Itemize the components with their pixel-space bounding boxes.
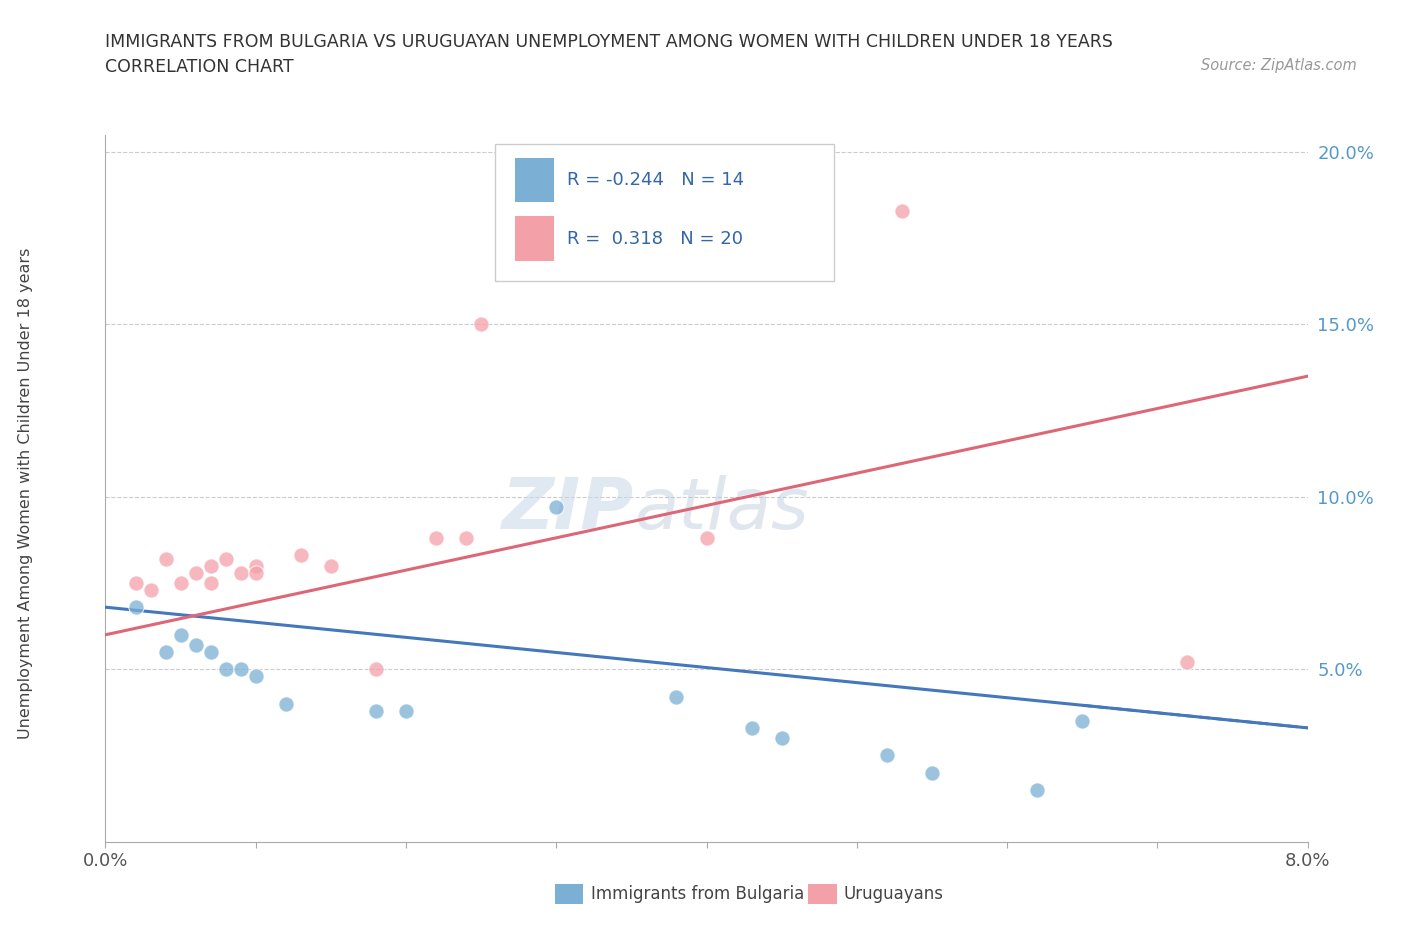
Point — [319, 558, 342, 573]
Text: Immigrants from Bulgaria: Immigrants from Bulgaria — [591, 884, 804, 903]
Point — [470, 317, 492, 332]
Point — [274, 697, 297, 711]
Point — [245, 565, 267, 580]
Point — [214, 662, 236, 677]
Text: CORRELATION CHART: CORRELATION CHART — [105, 58, 294, 75]
Point — [124, 576, 146, 591]
Point — [1175, 655, 1198, 670]
Point — [364, 662, 387, 677]
Text: R = -0.244   N = 14: R = -0.244 N = 14 — [567, 171, 744, 189]
Point — [364, 703, 387, 718]
Point — [214, 551, 236, 566]
Point — [876, 748, 898, 763]
Point — [741, 721, 763, 736]
Point — [155, 551, 177, 566]
Text: atlas: atlas — [634, 475, 808, 544]
Text: Source: ZipAtlas.com: Source: ZipAtlas.com — [1201, 58, 1357, 73]
Point — [184, 638, 207, 653]
Point — [454, 531, 477, 546]
Point — [169, 576, 191, 591]
Point — [890, 204, 912, 219]
Point — [139, 582, 162, 597]
Point — [155, 644, 177, 659]
Text: ZIP: ZIP — [502, 475, 634, 544]
Point — [921, 765, 943, 780]
Point — [184, 565, 207, 580]
Point — [200, 644, 222, 659]
Point — [245, 669, 267, 684]
Point — [1071, 713, 1094, 728]
Point — [200, 576, 222, 591]
Point — [696, 531, 718, 546]
Point — [245, 558, 267, 573]
Point — [425, 531, 447, 546]
Text: Unemployment Among Women with Children Under 18 years: Unemployment Among Women with Children U… — [18, 247, 32, 738]
Point — [546, 499, 568, 514]
Point — [290, 548, 312, 563]
Point — [229, 662, 252, 677]
Point — [770, 731, 793, 746]
Point — [395, 703, 418, 718]
Point — [229, 565, 252, 580]
Text: R =  0.318   N = 20: R = 0.318 N = 20 — [567, 230, 742, 247]
Point — [200, 558, 222, 573]
Point — [1026, 782, 1049, 797]
Point — [815, 204, 838, 219]
Point — [665, 689, 688, 704]
Text: IMMIGRANTS FROM BULGARIA VS URUGUAYAN UNEMPLOYMENT AMONG WOMEN WITH CHILDREN UND: IMMIGRANTS FROM BULGARIA VS URUGUAYAN UN… — [105, 33, 1114, 50]
Text: Uruguayans: Uruguayans — [844, 884, 943, 903]
Point — [169, 628, 191, 643]
Point — [124, 600, 146, 615]
